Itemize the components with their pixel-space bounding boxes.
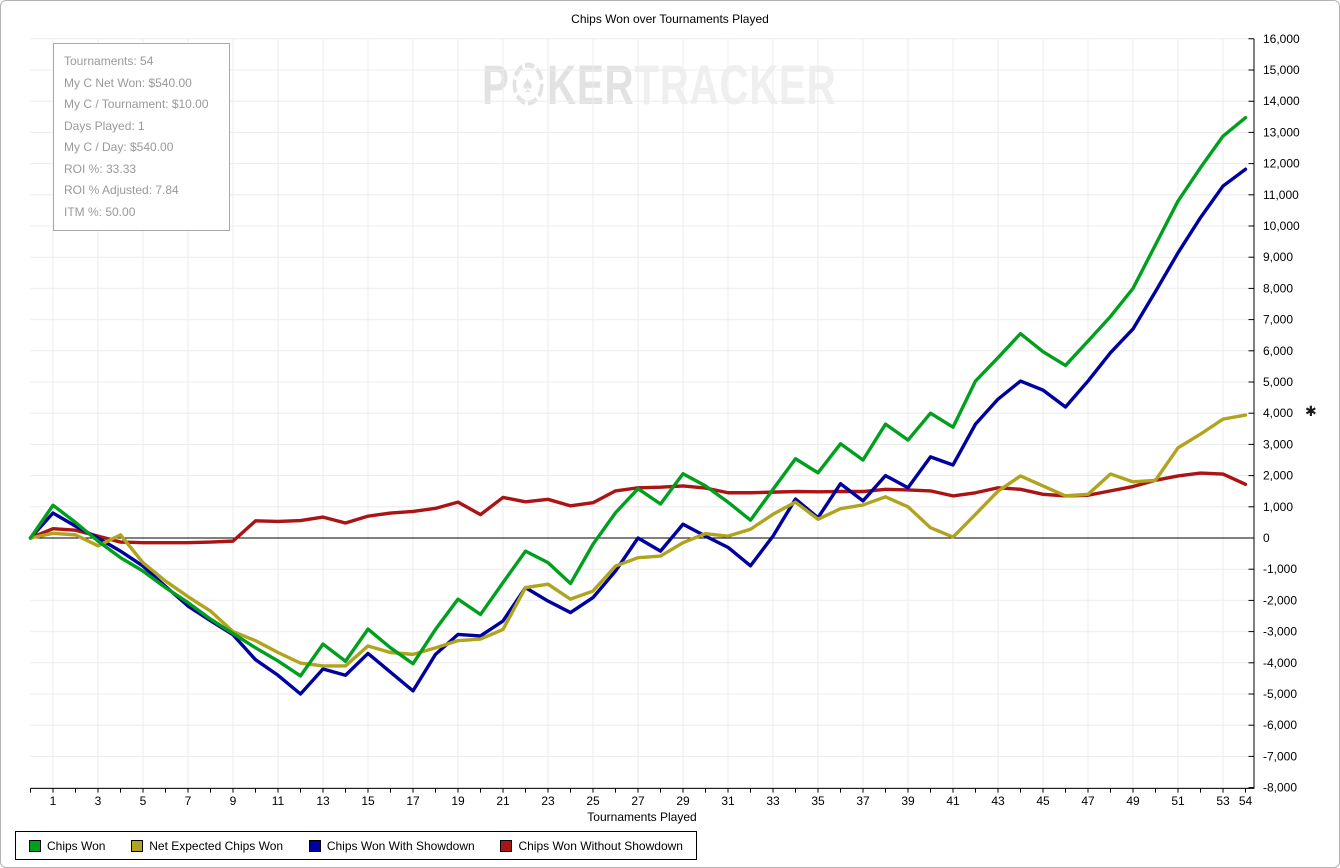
x-axis-tick-label: 29 (676, 794, 690, 808)
y-axis-tick-label: 2,000 (1263, 469, 1293, 483)
stats-tooltip-line: Tournaments: 54 (64, 54, 154, 68)
x-axis-tick-label: 35 (811, 794, 825, 808)
y-axis-tick-label: 5,000 (1263, 375, 1293, 389)
x-axis-tick-label: 21 (496, 794, 510, 808)
y-axis-tick-label: 10,000 (1263, 219, 1300, 233)
watermark-text-tracker: TRACKER (634, 52, 837, 116)
stats-tooltip-line: My C / Day: $540.00 (64, 140, 174, 154)
y-axis-tick-label: 3,000 (1263, 437, 1293, 451)
y-axis-tick-label: 15,000 (1263, 63, 1300, 77)
x-axis-tick-label: 15 (361, 794, 375, 808)
stats-tooltip-line: Days Played: 1 (64, 118, 145, 133)
y-axis-tick-label: 4,000 (1263, 406, 1293, 420)
legend-item-chips-won-with-showdown: Chips Won With Showdown (308, 838, 475, 853)
y-axis-tick-label: 6,000 (1263, 344, 1293, 358)
y-axis-tick-label: -5,000 (1263, 687, 1297, 701)
y-axis-tick-label: 13,000 (1263, 125, 1300, 139)
legend-swatch-chips-won-with-showdown (308, 839, 321, 852)
chart-title: Chips Won over Tournaments Played (571, 12, 769, 26)
x-axis-tick-label: 39 (901, 794, 915, 808)
y-axis-tick-label: -4,000 (1263, 656, 1297, 670)
y-axis-tick-label: 8,000 (1263, 281, 1293, 295)
legend-label: Net Expected Chips Won (149, 838, 284, 853)
y-axis-tick-label: -3,000 (1263, 625, 1297, 639)
legend-label: Chips Won Without Showdown (518, 838, 683, 853)
x-axis-tick-label: 17 (406, 794, 420, 808)
x-axis-tick-label: 13 (316, 794, 330, 808)
stats-tooltip-line: ROI % Adjusted: 7.84 (64, 183, 179, 197)
x-axis-tick-label: 31 (721, 794, 735, 808)
y-axis-tick-label: 0 (1263, 531, 1270, 545)
y-axis-tick-label: 7,000 (1263, 313, 1293, 327)
y-axis-tick-label: 1,000 (1263, 500, 1293, 514)
y-axis-tick-label: 14,000 (1263, 94, 1300, 108)
y-axis-tick-label: 11,000 (1263, 188, 1299, 202)
y-axis-tick-label: 12,000 (1263, 157, 1300, 171)
legend-item-chips-won: Chips Won (29, 839, 105, 853)
y-axis-tick-label: -7,000 (1263, 749, 1297, 763)
pokertracker-watermark: P ♠ KER TRACKER (482, 53, 836, 116)
x-axis-tick-label: 7 (185, 794, 192, 808)
y-axis-tick-label: 16,000 (1263, 32, 1300, 46)
legend-swatch-chips-won-without-showdown (500, 839, 513, 852)
x-axis-tick-label: 3 (95, 794, 102, 808)
watermark-text-p: P (482, 52, 510, 116)
y-axis-tick-label: -8,000 (1263, 781, 1297, 795)
x-axis-tick-label: 33 (766, 794, 780, 808)
stats-tooltip: Tournaments: 54 My C Net Won: $540.00 My… (53, 43, 230, 231)
chart-legend: Chips Won Net Expected Chips Won Chips W… (15, 831, 697, 860)
stats-tooltip-line: My C / Tournament: $10.00 (64, 97, 209, 111)
x-axis-tick-label: 41 (946, 794, 960, 808)
legend-swatch-net-expected-chips-won (131, 839, 144, 852)
stats-tooltip-line: My C Net Won: $540.00 (64, 75, 192, 90)
series-line-chips-won[interactable] (28, 116, 1248, 678)
stats-tooltip-line: ITM %: 50.00 (64, 204, 136, 219)
watermark-text-ker: KER (547, 52, 635, 116)
x-axis-tick-label: 19 (451, 794, 465, 808)
x-axis-tick-label: 53 (1216, 794, 1230, 808)
y-axis-tick-label: 9,000 (1263, 250, 1293, 264)
x-axis-tick-label: 27 (631, 794, 645, 808)
legend-item-net-expected-chips-won: Net Expected Chips Won (131, 839, 283, 853)
legend-label: Chips Won With Showdown (326, 838, 475, 853)
x-axis-tick-label: 47 (1081, 794, 1095, 808)
x-axis-tick-label: 23 (541, 794, 555, 808)
chart-plot: -8,000 -7,000 -6,000 -5,000 -4,000 -3,000 -2,0… (28, 32, 1300, 808)
x-axis-tick-label: 9 (230, 794, 237, 808)
x-axis-tick-label: 54 (1239, 794, 1253, 808)
y-axis-tick-label: -1,000 (1263, 562, 1297, 576)
stats-tooltip-line: ROI %: 33.33 (64, 161, 137, 176)
x-axis-tick-label: 1 (50, 794, 57, 808)
x-axis-title: Tournaments Played (587, 810, 697, 824)
y-axis-asterisk-marker: ✱ (1305, 403, 1317, 419)
legend-label: Chips Won (47, 838, 106, 853)
x-axis-tick-label: 25 (586, 794, 600, 808)
x-axis-tick-label: 51 (1171, 794, 1185, 808)
poker-chip-icon: ♠ (512, 55, 545, 120)
x-axis-tick-label: 37 (856, 794, 870, 808)
x-axis-tick-label: 43 (991, 794, 1005, 808)
legend-item-chips-won-without-showdown: Chips Won Without Showdown (500, 839, 683, 853)
x-axis-tick-label: 45 (1036, 794, 1050, 808)
svg-text:♠: ♠ (523, 71, 533, 97)
x-axis-tick-label: 11 (272, 794, 285, 808)
y-axis-tick-label: -2,000 (1263, 593, 1297, 607)
x-axis-tick-label: 5 (140, 794, 147, 808)
legend-swatch-chips-won (29, 839, 41, 852)
y-axis-tick-label: -6,000 (1263, 718, 1297, 732)
x-axis-tick-label: 49 (1126, 794, 1140, 808)
